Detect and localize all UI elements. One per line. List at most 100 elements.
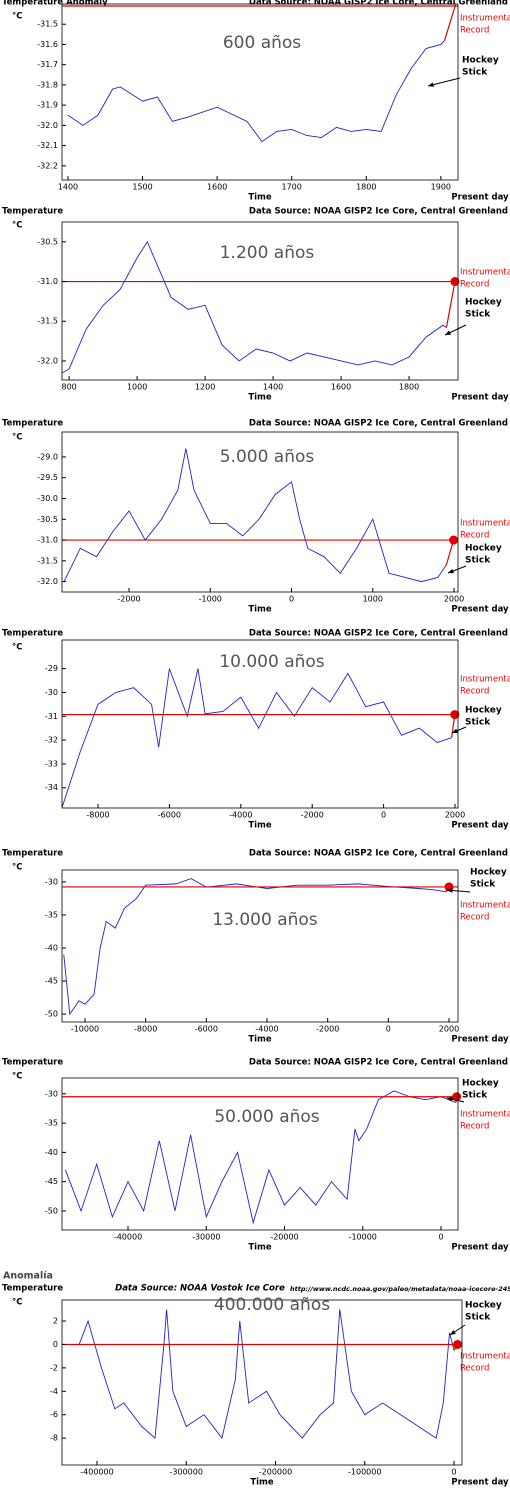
unit-label: °C	[12, 221, 23, 231]
hockey-label: Hockey	[462, 1079, 499, 1089]
arrow-head	[450, 1329, 456, 1335]
instrumental-dot	[450, 710, 460, 720]
source: Data Source: NOAA GISP2 Ice Core, Centra…	[249, 1058, 508, 1068]
y-tick-label: -32.2	[37, 161, 58, 170]
unit-label: °C	[12, 12, 23, 22]
hockey-label: Stick	[465, 310, 491, 320]
x-label: Time	[250, 1478, 274, 1488]
chart-title: 13.000 años	[212, 910, 317, 930]
temperature-line	[78, 1309, 455, 1440]
x-tick-label: 0	[451, 1468, 456, 1477]
x-tick-label: 0	[381, 811, 386, 820]
x-tick-label: 1400	[263, 383, 283, 392]
present-label: Present day	[451, 605, 509, 615]
y-tick-label: 0	[53, 1340, 58, 1349]
y-label: Temperature	[2, 629, 63, 639]
x-tick-label: 2000	[439, 1025, 459, 1034]
plot-frame	[61, 1077, 459, 1231]
x-tick-label: -2000	[117, 595, 140, 604]
present-label: Present day	[451, 1035, 509, 1045]
y-tick-label: -45	[45, 977, 58, 986]
plot-frame	[61, 639, 459, 809]
y-tick-label: 2	[53, 1317, 58, 1326]
y-tick-label: -31.0	[37, 277, 58, 286]
x-label: Time	[248, 605, 272, 615]
present-label: Present day	[451, 821, 509, 831]
instrumental-label: Instrumental	[460, 14, 510, 24]
y-tick-label: -35	[45, 1119, 58, 1128]
y-tick-label: -35	[45, 910, 58, 919]
plot-frame	[61, 869, 459, 1023]
present-label: Present day	[451, 393, 509, 403]
unit-label: °C	[12, 643, 23, 653]
y-tick-label: -6	[50, 1410, 58, 1419]
present-label: Present day	[451, 1243, 509, 1253]
y-tick-label: -34	[45, 783, 58, 792]
x-tick-label: 1000	[363, 595, 383, 604]
y-tick-label: -30.0	[37, 494, 58, 503]
instrumental-line	[445, 281, 456, 328]
plot	[62, 448, 458, 583]
hockey-label: Stick	[465, 718, 491, 728]
chart-panel: Temperature °C Data Source: NOAA GISP2 Ice…	[2, 629, 510, 831]
x-tick-label: -10000	[349, 1233, 377, 1242]
hockey-label: Hockey	[470, 868, 507, 878]
hockey-label: Stick	[462, 68, 488, 78]
instrumental-dot	[450, 277, 460, 287]
temperature-line	[63, 448, 447, 583]
hockey-label: Hockey	[462, 56, 499, 66]
x-tick-label: 1900	[431, 183, 451, 192]
y-tick-label: -31.6	[37, 40, 58, 49]
y-tick-label: -31.5	[37, 317, 58, 326]
instrumental-label: Record	[460, 687, 489, 697]
chart-title: 600 años	[223, 33, 301, 53]
y-label: Temperature Anomaly	[2, 0, 108, 8]
y-tick-label: -2	[50, 1363, 58, 1372]
chart-title: 50.000 años	[214, 1107, 319, 1127]
hockey-label: Hockey	[465, 298, 502, 308]
x-tick-label: -400000	[80, 1468, 113, 1477]
y-tick-label: -31.8	[37, 80, 58, 89]
x-tick-label: 0	[289, 595, 294, 604]
x-tick-label: -8000	[86, 811, 109, 820]
y-tick-label: -31	[45, 712, 58, 721]
source: Data Source: NOAA GISP2 Ice Core, Centra…	[249, 419, 508, 429]
temperature-line	[64, 1090, 457, 1225]
y-tick-label: -40	[45, 943, 58, 952]
y-tick-label: -32.0	[37, 356, 58, 365]
x-tick-label: -200000	[259, 1468, 292, 1477]
y-tick-label: -29.0	[37, 452, 58, 461]
hockey-label: Stick	[462, 1091, 488, 1101]
instrumental-label: Record	[460, 280, 489, 290]
y-label-overlay: Anomalía	[3, 1271, 53, 1282]
x-tick-label: -1000	[199, 595, 222, 604]
hockey-label: Hockey	[465, 544, 502, 554]
x-label: Time	[248, 821, 272, 831]
hockey-label: Hockey	[465, 1301, 502, 1311]
y-tick-label: -4	[50, 1387, 58, 1396]
x-tick-label: -40000	[114, 1233, 142, 1242]
unit-label: °C	[12, 863, 23, 873]
y-tick-label: -32	[45, 736, 58, 745]
x-tick-label: 800	[61, 383, 76, 392]
y-label: Temperature	[2, 419, 63, 429]
plot	[62, 1309, 462, 1440]
instrumental-label: Record	[460, 531, 489, 541]
plot-frame	[61, 431, 459, 593]
plot-frame	[61, 1299, 463, 1466]
temperature-line	[62, 668, 452, 807]
y-tick-label: -50	[45, 1206, 58, 1215]
x-tick-label: -2000	[316, 1025, 339, 1034]
x-tick-label: -6000	[158, 811, 181, 820]
x-tick-label: -6000	[195, 1025, 218, 1034]
present-label: Present day	[451, 1478, 509, 1488]
x-tick-label: 2000	[444, 595, 464, 604]
plot	[62, 668, 458, 807]
y-tick-label: -30	[45, 688, 58, 697]
y-label: Temperature	[2, 849, 63, 859]
instrumental-label: Record	[460, 26, 489, 36]
x-tick-label: 1800	[399, 383, 419, 392]
y-label: Temperature	[2, 1284, 63, 1294]
